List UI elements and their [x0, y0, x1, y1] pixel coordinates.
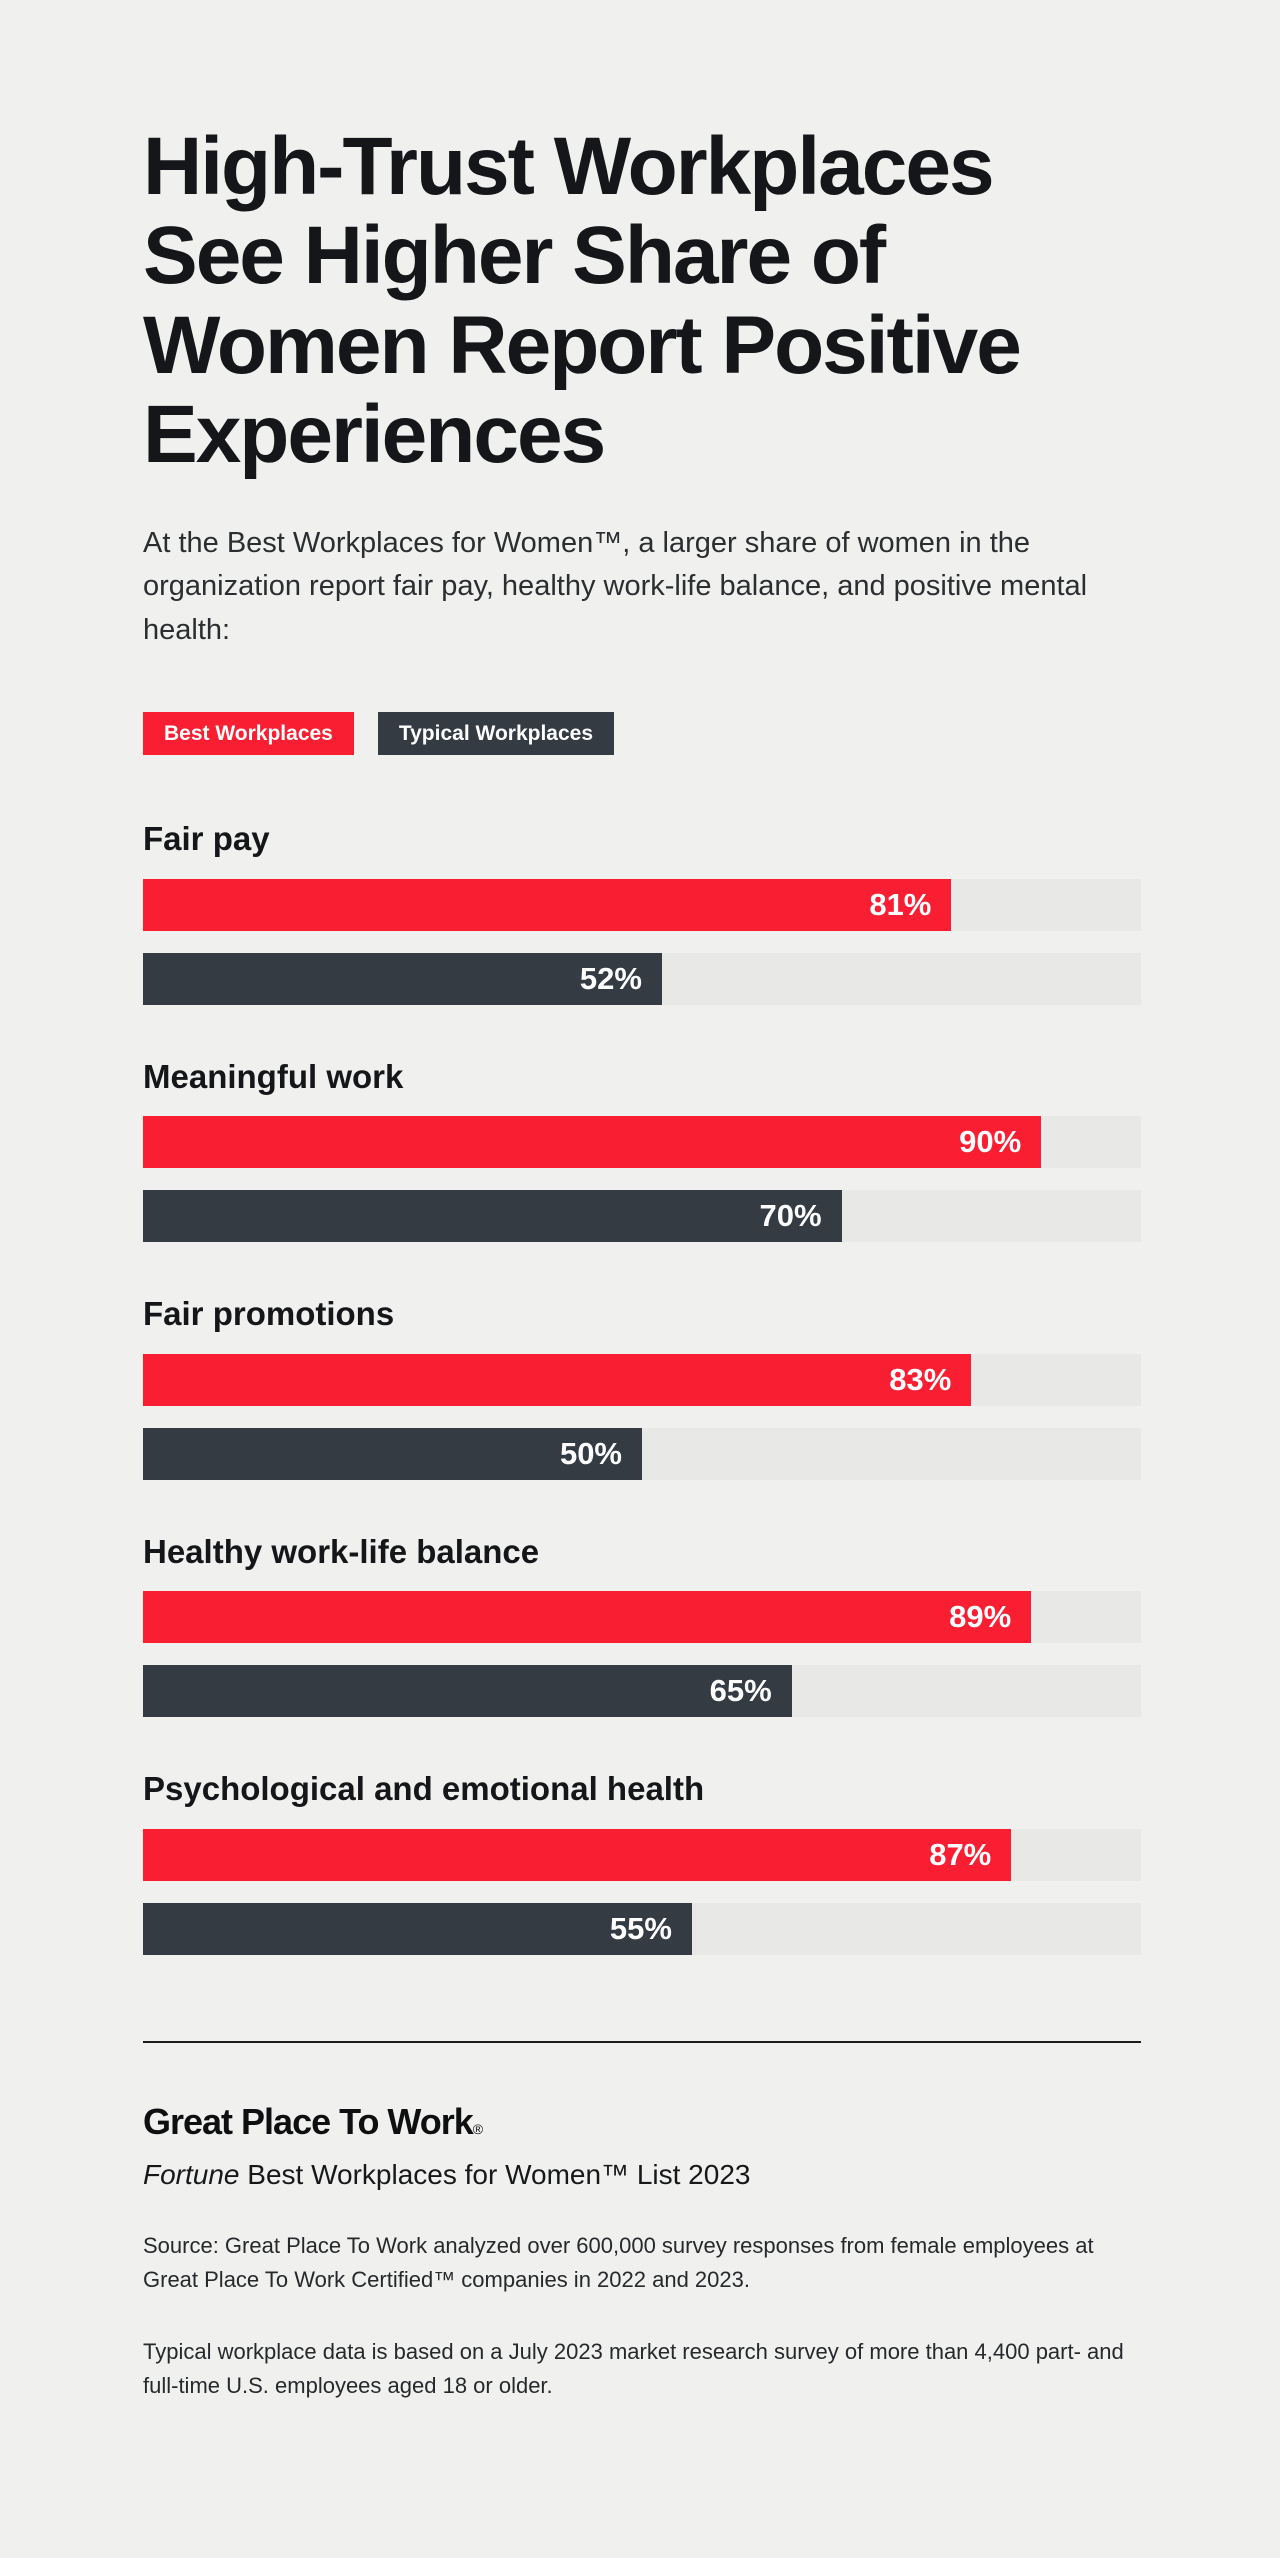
category-label: Fair promotions	[143, 1295, 395, 1333]
bar-typical-workplaces: 70%	[143, 1190, 842, 1243]
bar-track: 83%	[143, 1353, 1141, 1406]
infographic: High-Trust Workplaces See Higher Share o…	[143, 121, 1141, 2403]
bar-track: 89%	[143, 1591, 1141, 1644]
bar-track: 70%	[143, 1190, 1141, 1243]
bar-chart: Fair pay 81% 52% Meaningful work 90% 70% Fair …	[143, 819, 1141, 1955]
chart-row: Healthy work-life balance 89% 65%	[143, 1532, 1141, 1718]
chart-row: Fair promotions 83% 50%	[143, 1294, 1141, 1480]
bar-value-label: 50%	[559, 1435, 622, 1471]
category-label: Fair pay	[143, 820, 270, 857]
bar-value-label: 81%	[869, 886, 932, 922]
footer: Great Place To Work® Fortune Best Workpl…	[143, 2101, 1141, 2403]
category-label: Psychological and emotional health	[143, 1770, 705, 1808]
bar-best-workplaces: 83%	[143, 1353, 972, 1406]
chart-row: Fair pay 81% 52%	[143, 819, 1141, 1005]
category-label: Healthy work-life balance	[143, 1532, 540, 1570]
logo-text: Great Place To Work	[143, 2100, 474, 2142]
bar-typical-workplaces: 65%	[143, 1665, 792, 1718]
category-label: Meaningful work	[143, 1057, 404, 1095]
divider	[143, 2040, 1141, 2043]
bar-value-label: 52%	[579, 960, 642, 996]
bar-value-label: 90%	[959, 1124, 1022, 1160]
bar-track: 55%	[143, 1902, 1141, 1955]
chart-row: Psychological and emotional health 87% 55%	[143, 1769, 1141, 1955]
bar-best-workplaces: 81%	[143, 878, 952, 931]
source-note-2: Typical workplace data is based on a Jul…	[143, 2339, 1124, 2399]
bar-track: 87%	[143, 1828, 1141, 1881]
bar-track: 81%	[143, 878, 1141, 931]
chart-legend: Best Workplaces Typical Workplaces	[143, 712, 1141, 755]
bar-track: 90%	[143, 1116, 1141, 1169]
chart-row: Meaningful work 90% 70%	[143, 1057, 1141, 1243]
fortune-wordmark: Fortune	[143, 2158, 240, 2190]
bar-value-label: 70%	[759, 1198, 822, 1234]
bar-track: 50%	[143, 1427, 1141, 1480]
bar-best-workplaces: 89%	[143, 1591, 1032, 1644]
legend-best-workplaces: Best Workplaces	[143, 712, 354, 755]
bar-value-label: 83%	[889, 1361, 952, 1397]
bar-typical-workplaces: 55%	[143, 1902, 692, 1955]
bar-track: 52%	[143, 952, 1141, 1005]
bar-value-label: 89%	[949, 1599, 1012, 1635]
bar-track: 65%	[143, 1665, 1141, 1718]
subtitle: At the Best Workplaces for Women™, a lar…	[143, 526, 1088, 646]
bar-value-label: 65%	[709, 1673, 772, 1709]
source-note-1: Source: Great Place To Work analyzed ove…	[143, 2232, 1094, 2293]
great-place-to-work-logo: Great Place To Work®	[143, 2101, 1141, 2143]
bar-typical-workplaces: 50%	[143, 1427, 642, 1480]
bar-typical-workplaces: 52%	[143, 952, 662, 1005]
page-title: High-Trust Workplaces See Higher Share o…	[143, 121, 1022, 481]
legend-typical-workplaces: Typical Workplaces	[377, 712, 614, 755]
list-title: Fortune Best Workplaces for Women™ List …	[143, 2159, 1141, 2191]
bar-value-label: 87%	[929, 1836, 992, 1872]
bar-best-workplaces: 87%	[143, 1828, 1012, 1881]
registered-mark: ®	[472, 2120, 484, 2137]
bar-best-workplaces: 90%	[143, 1116, 1042, 1169]
bar-value-label: 55%	[609, 1910, 672, 1946]
list-title-rest: Best Workplaces for Women™ List 2023	[239, 2158, 751, 2190]
